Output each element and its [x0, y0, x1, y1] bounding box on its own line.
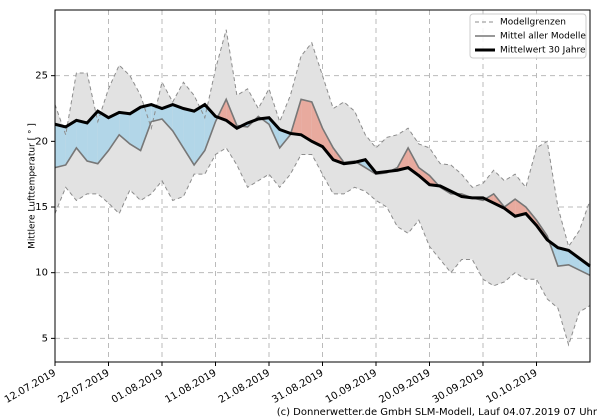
anomaly-fill: [515, 199, 526, 217]
legend-label: Modellgrenzen: [500, 18, 566, 28]
anomaly-fill: [557, 247, 569, 267]
model-lower-line: [54, 147, 591, 347]
model-mean-line: [54, 97, 591, 277]
y-tick-label: 10: [35, 268, 48, 279]
anomaly-fill: [194, 104, 205, 165]
anomaly-fill: [162, 104, 173, 131]
footer: (c) Donnerwetter.de GmbH SLM-Modell, Lau…: [277, 407, 598, 418]
anomaly-fill: [65, 120, 77, 165]
y-tick-label: 15: [35, 202, 48, 213]
y-axis-label: Mittlere Lufttemperatur [ ° ]: [28, 123, 38, 249]
anomaly-fill: [279, 129, 291, 148]
legend-label: Mittelwert 30 Jahre: [500, 46, 586, 56]
anomaly-fill: [172, 104, 184, 148]
anomaly-fill: [87, 111, 98, 164]
legend-box: [469, 13, 587, 59]
y-tick-label: 20: [35, 136, 48, 147]
anomaly-fill: [129, 107, 141, 151]
anomaly-fill: [140, 104, 152, 151]
anomaly-fill: [301, 99, 312, 142]
climate-mean-line: [54, 102, 591, 268]
anomaly-fill: [322, 128, 334, 160]
model-upper-line: [54, 29, 591, 248]
anomaly-fill: [311, 101, 323, 147]
anomaly-fill: [97, 111, 109, 164]
legend-label: Mittel aller Modelle: [500, 32, 586, 42]
anomaly-fill: [568, 250, 580, 271]
plot-frame: [54, 9, 591, 363]
anomaly-fill: [108, 112, 120, 151]
y-tick-label: 25: [35, 71, 48, 82]
anomaly-fill: [504, 199, 516, 217]
y-tick-label: 5: [42, 333, 48, 344]
anomaly-fill: [204, 104, 216, 151]
anomaly-fill: [55, 124, 66, 168]
